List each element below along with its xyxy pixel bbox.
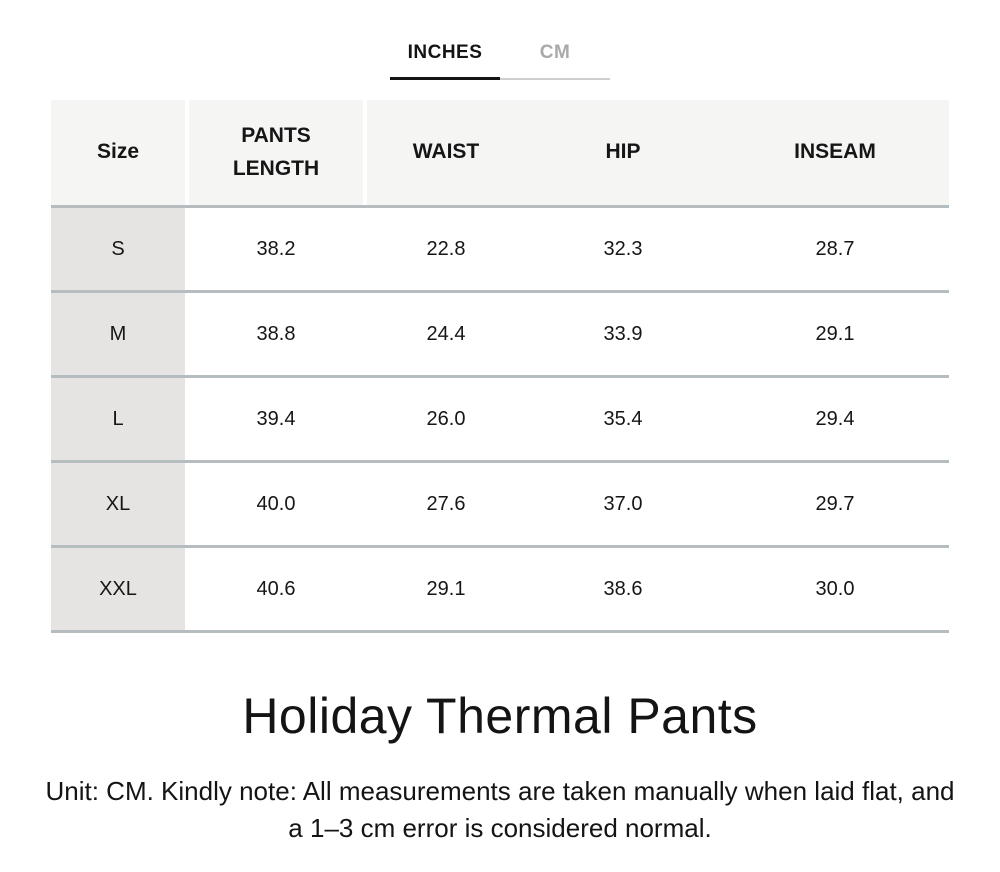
measurement-cell: 33.9: [603, 322, 643, 345]
table-row: XL 40.0 27.6 37.0 29.7: [51, 463, 949, 548]
measurement-cell: 29.4: [815, 407, 855, 430]
unit-tabs: INCHES CM: [0, 36, 1000, 80]
measurement-cell: 32.3: [603, 237, 643, 260]
header-inseam: INSEAM: [721, 100, 949, 205]
measurement-cell: 22.8: [426, 237, 466, 260]
header-waist: WAIST: [367, 100, 525, 205]
tab-inches[interactable]: INCHES: [390, 36, 500, 80]
size-guide-page: INCHES CM Size PANTS LENGTH WAIST HIP IN…: [0, 36, 1000, 872]
measurement-cell: 29.1: [426, 577, 466, 600]
measurement-cell: 38.6: [603, 577, 643, 600]
size-chart-body: S 38.2 22.8 32.3 28.7 M 38.8 24.4 33.9 29.1 L 39.4 2…: [51, 208, 949, 633]
size-cell: XL: [51, 463, 185, 545]
size-cell: L: [51, 378, 185, 460]
measurement-cell: 40.6: [256, 577, 296, 600]
table-row: M 38.8 24.4 33.9 29.1: [51, 293, 949, 378]
measurement-cell: 29.1: [815, 322, 855, 345]
measurement-cell: 27.6: [426, 492, 466, 515]
table-row: S 38.2 22.8 32.3 28.7: [51, 208, 949, 293]
measurement-cell: 38.2: [256, 237, 296, 260]
header-size: Size: [51, 100, 185, 205]
header-hip: HIP: [525, 100, 721, 205]
product-title: Holiday Thermal Pants: [242, 688, 758, 744]
size-chart-table: Size PANTS LENGTH WAIST HIP INSEAM S 38.2…: [51, 100, 949, 633]
measurement-cell: 35.4: [603, 407, 643, 430]
tab-cm[interactable]: CM: [500, 36, 610, 80]
table-header-row: Size PANTS LENGTH WAIST HIP INSEAM: [51, 100, 949, 208]
size-cell: S: [51, 208, 185, 290]
size-cell: XXL: [51, 548, 185, 630]
measurement-cell: 30.0: [815, 577, 855, 600]
measurement-cell: 39.4: [256, 407, 296, 430]
measurement-cell: 40.0: [256, 492, 296, 515]
table-row: XXL 40.6 29.1 38.6 30.0: [51, 548, 949, 633]
measurement-note: Unit: CM. Kindly note: All measurements …: [45, 776, 955, 843]
measurement-cell: 28.7: [815, 237, 855, 260]
measurement-cell: 24.4: [426, 322, 466, 345]
header-pants-length: PANTS LENGTH: [189, 100, 363, 205]
size-cell: M: [51, 293, 185, 375]
measurement-cell: 26.0: [426, 407, 466, 430]
measurement-cell: 29.7: [815, 492, 855, 515]
measurement-cell: 37.0: [603, 492, 643, 515]
table-row: L 39.4 26.0 35.4 29.4: [51, 378, 949, 463]
measurement-cell: 38.8: [256, 322, 296, 345]
